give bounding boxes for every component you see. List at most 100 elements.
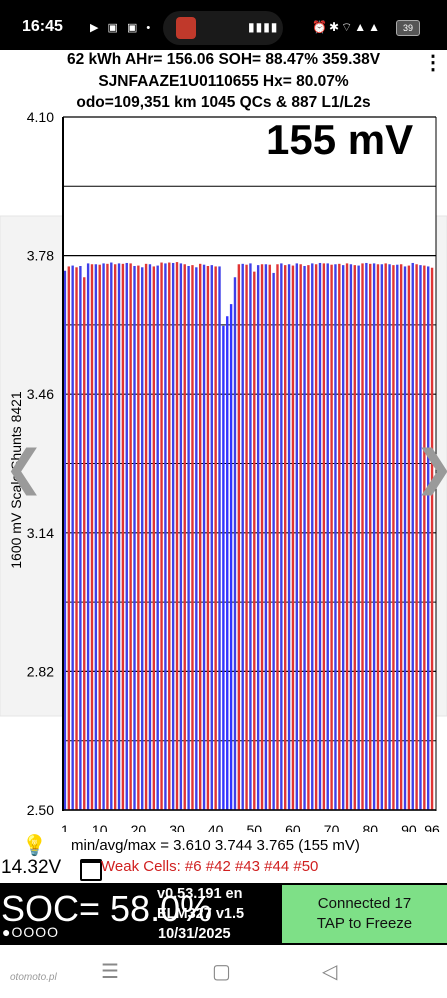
x-tick-label: 1 — [61, 822, 69, 832]
cell-bar — [229, 304, 233, 810]
odometer-line: odo=109,351 km 1045 QCs & 887 L1/L2s — [76, 94, 371, 111]
cell-bar — [171, 262, 175, 810]
cell-bar — [307, 265, 310, 810]
cell-bar — [361, 263, 364, 810]
cell-bar — [214, 266, 217, 811]
cell-bar — [345, 263, 349, 810]
cell-bar — [392, 265, 395, 810]
cell-bar — [202, 264, 206, 810]
status-time: 16:45 — [22, 18, 63, 35]
cell-bar — [396, 264, 399, 810]
x-tick-label: 20 — [131, 822, 147, 832]
cell-bar — [256, 265, 260, 810]
cell-bar — [222, 325, 225, 810]
cell-bar — [376, 264, 380, 810]
cell-bar — [133, 265, 136, 810]
cell-bar — [198, 263, 202, 811]
cell-bar — [264, 264, 268, 810]
cell-bar — [94, 264, 98, 810]
connection-status: Connected 17 — [317, 895, 412, 912]
x-tick-label: 70 — [324, 822, 340, 832]
x-tick-label: 80 — [362, 822, 378, 832]
y-tick-labels: 4.10 3.78 3.46 3.14 2.82 2.50 — [27, 112, 54, 818]
y-tick-label: 2.50 — [27, 802, 54, 818]
cell-bar — [152, 266, 156, 811]
cell-bar — [380, 264, 384, 810]
cell-bar — [144, 263, 148, 811]
cell-bar — [75, 267, 78, 810]
cell-bar — [195, 267, 198, 810]
cell-bar — [86, 263, 90, 810]
cell-bar — [349, 264, 353, 810]
page-indicator: ●OOOO — [2, 924, 60, 940]
cell-bar — [280, 263, 283, 810]
cell-bar — [272, 272, 275, 810]
cell-bar — [160, 262, 163, 810]
cell-bar — [226, 316, 229, 810]
cell-bar — [164, 263, 167, 810]
cell-bar — [117, 263, 121, 810]
cell-bar — [357, 265, 360, 810]
cell-bar — [334, 264, 337, 810]
y-tick-label: 2.82 — [27, 663, 54, 679]
cell-bar — [233, 277, 237, 811]
cell-bar — [284, 265, 287, 810]
cell-bar — [322, 263, 326, 810]
cell-bar — [314, 264, 318, 810]
next-page-icon[interactable]: ❯ — [414, 440, 447, 496]
x-tick-label: 60 — [285, 822, 301, 832]
x-tick-label: 90 — [401, 822, 417, 832]
home-icon[interactable]: ▢ — [212, 961, 231, 983]
aux-battery-voltage: 14.32V — [1, 857, 62, 878]
cell-bar — [276, 264, 279, 810]
cell-voltage-chart[interactable]: 4.10 3.78 3.46 3.14 2.82 2.50 1 10 20 30 40 50 60 70… — [0, 112, 447, 832]
cell-bar — [303, 265, 306, 810]
cell-bar — [384, 263, 387, 810]
cell-bar — [148, 264, 152, 810]
cell-bar — [423, 265, 426, 810]
cell-bar — [299, 264, 302, 810]
x-tick-label: 30 — [169, 822, 185, 832]
calendar-icon[interactable] — [80, 859, 102, 881]
watermark-text: otomoto.pl — [10, 972, 57, 983]
cell-bar — [83, 277, 86, 811]
island-app-icon — [176, 17, 196, 39]
cell-bar — [372, 263, 376, 810]
y-tick-label: 4.10 — [27, 112, 54, 125]
cell-bar — [210, 265, 213, 810]
y-tick-label: 3.78 — [27, 248, 54, 264]
cell-bar — [187, 265, 190, 810]
y-tick-label: 3.46 — [27, 386, 54, 402]
cell-bar — [326, 263, 329, 810]
app-version: v0.53.191 en — [157, 886, 243, 902]
cell-bar — [113, 264, 117, 810]
previous-page-icon[interactable]: ❮ — [4, 442, 45, 495]
back-icon[interactable]: ◁ — [322, 961, 338, 983]
cell-bar — [110, 262, 113, 810]
cell-bar — [253, 271, 256, 810]
x-tick-label: 96 — [424, 822, 440, 832]
cell-bar — [369, 263, 372, 811]
menu-icon[interactable]: ⋮ — [423, 52, 443, 74]
cell-bar — [79, 265, 82, 810]
cell-bar — [125, 262, 128, 810]
cell-bar — [102, 263, 105, 810]
cell-bar — [249, 263, 252, 810]
cell-bar — [206, 265, 210, 810]
y-tick-label: 3.14 — [27, 525, 54, 541]
watermark-logo: otomoto.pl — [10, 972, 57, 983]
battery-icon: 39 — [396, 20, 420, 36]
cell-bar — [175, 262, 179, 810]
cell-bar — [318, 262, 322, 810]
x-tick-label: 10 — [92, 822, 108, 832]
cell-bar — [338, 263, 341, 811]
cell-bar — [121, 263, 125, 811]
cell-bar — [106, 263, 109, 811]
cell-bar — [388, 264, 391, 810]
cell-bar — [295, 263, 299, 810]
freeze-button[interactable]: Connected 17 TAP to Freeze — [282, 885, 447, 943]
voltage-spread-label: 155 mV — [266, 116, 414, 163]
x-tick-label: 50 — [247, 822, 263, 832]
recent-apps-icon[interactable]: ☰ — [101, 961, 119, 983]
lightbulb-icon[interactable]: 💡 — [22, 835, 47, 857]
